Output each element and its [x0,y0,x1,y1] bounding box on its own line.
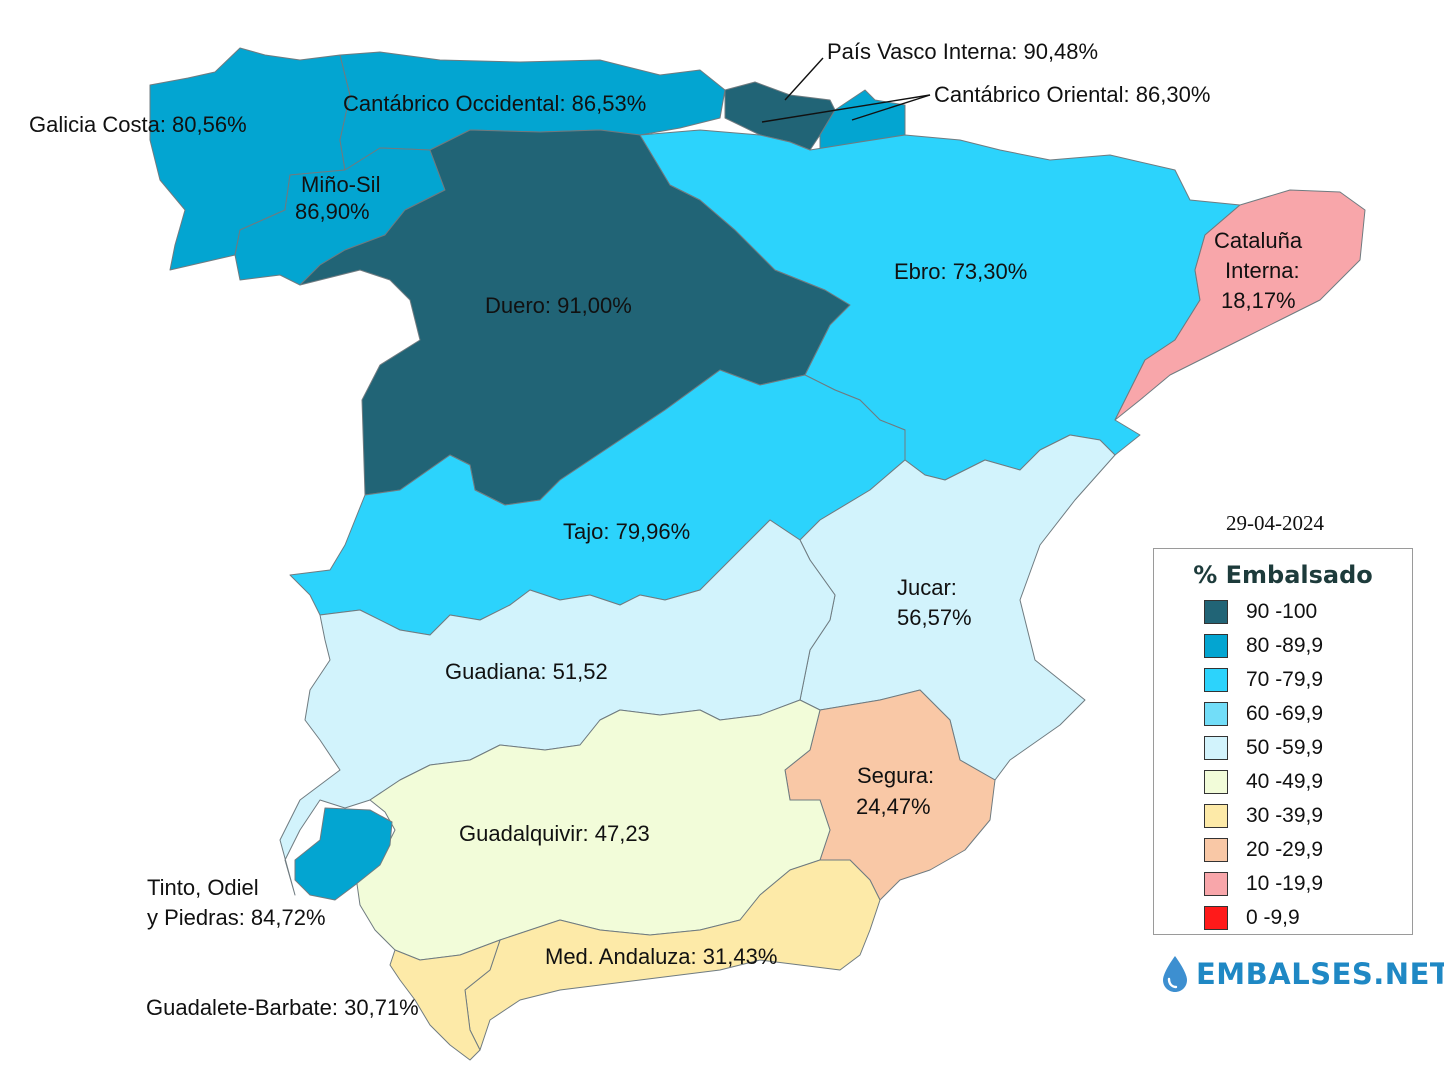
basin-med-andaluza[interactable] [464,859,881,1051]
leader-pais-vasco [784,57,824,101]
label-tajo: Tajo: 79,96% [563,519,690,544]
legend-swatch [1204,668,1228,692]
legend-swatch [1204,634,1228,658]
label-tinto-line2: y Piedras: 84,72% [147,905,326,930]
legend-range: 70 -79,9 [1246,668,1324,691]
legend-row: 80 -89,9 [1154,629,1412,663]
basin-cataluna-interna[interactable] [1114,189,1366,421]
label-jucar-value: 56,57% [897,605,972,630]
legend-swatch [1204,736,1228,760]
basin-guadalete-barbate[interactable] [389,939,501,1061]
legend-swatch [1204,906,1228,930]
label-mino-sil-name: Miño-Sil [301,172,380,197]
legend-row: 50 -59,9 [1154,731,1412,765]
label-duero: Duero: 91,00% [485,293,632,318]
label-mino-sil-value: 86,90% [295,199,370,224]
legend-range: 80 -89,9 [1246,634,1324,657]
legend-row: 10 -19,9 [1154,867,1412,901]
legend-swatch [1204,804,1228,828]
legend-range: 30 -39,9 [1246,804,1324,827]
basin-guadalquivir[interactable] [354,699,831,961]
label-pais-vasco-interna: País Vasco Interna: 90,48% [827,39,1098,64]
legend-swatch [1204,770,1228,794]
label-cataluna-line2: Interna: [1225,258,1300,283]
legend-row: 40 -49,9 [1154,765,1412,799]
label-ebro: Ebro: 73,30% [894,259,1027,284]
label-galicia-costa: Galicia Costa: 80,56% [29,112,247,137]
legend-range: 90 -100 [1246,600,1318,623]
label-cataluna-line1: Cataluña [1214,228,1303,253]
legend-swatch [1204,600,1228,624]
legend-row: 0 -9,9 [1154,901,1412,935]
label-tinto-line1: Tinto, Odiel [147,875,259,900]
label-med-andaluza: Med. Andaluza: 31,43% [545,944,777,969]
legend-range: 10 -19,9 [1246,872,1324,895]
brand-logo[interactable]: EMBALSES.NET [1160,953,1444,995]
label-cataluna-value: 18,17% [1221,288,1296,313]
legend-row: 70 -79,9 [1154,663,1412,697]
legend-row: 60 -69,9 [1154,697,1412,731]
basin-tinto-odiel-piedras[interactable] [294,807,393,901]
legend-swatch [1204,872,1228,896]
map-date: 29-04-2024 [1226,511,1324,535]
label-cantabrico-oriental: Cantábrico Oriental: 86,30% [934,82,1210,107]
legend-range: 50 -59,9 [1246,736,1324,759]
leader-cantabrico-oriental-2 [851,94,931,121]
legend-row: 30 -39,9 [1154,799,1412,833]
leader-cantabrico-oriental-1 [761,94,931,123]
legend-swatch [1204,702,1228,726]
brand-name: EMBALSES.NET [1196,957,1444,991]
legend-title: % Embalsado [1193,561,1373,589]
label-segura-name: Segura: [857,763,934,788]
legend: % Embalsado 90 -100 80 -89,9 70 -79,9 60… [1153,548,1413,935]
label-jucar-name: Jucar: [897,575,957,600]
label-segura-value: 24,47% [856,794,931,819]
label-cantabrico-occidental: Cantábrico Occidental: 86,53% [343,91,646,116]
legend-swatch [1204,838,1228,862]
legend-range: 40 -49,9 [1246,770,1324,793]
water-drop-icon [1163,956,1187,992]
legend-range: 0 -9,9 [1246,906,1300,929]
label-guadiana: Guadiana: 51,52 [445,659,608,684]
label-guadalete-barbate: Guadalete-Barbate: 30,71% [146,995,419,1020]
label-guadalquivir: Guadalquivir: 47,23 [459,821,650,846]
legend-row: 20 -29,9 [1154,833,1412,867]
legend-range: 60 -69,9 [1246,702,1324,725]
legend-row: 90 -100 [1154,595,1412,629]
legend-range: 20 -29,9 [1246,838,1324,861]
